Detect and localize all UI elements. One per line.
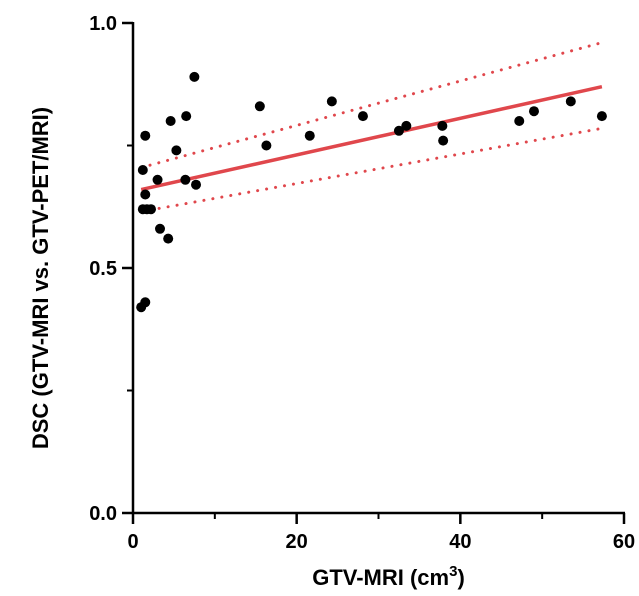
- data-point: [437, 120, 448, 131]
- x-tick-label: 40: [449, 531, 471, 553]
- data-point: [181, 111, 192, 122]
- axes: [131, 22, 625, 515]
- data-point: [140, 297, 151, 308]
- ticks: 0 20 40 60 0.0 0.5 1.0: [89, 13, 635, 553]
- data-point: [155, 223, 166, 234]
- x-axis-title-main: GTV-MRI (cm: [312, 565, 449, 590]
- data-point: [180, 174, 191, 185]
- data-point: [393, 125, 404, 136]
- data-point: [191, 179, 202, 190]
- y-axis-title: DSC (GTV-MRI vs. GTV-PET/MRI): [28, 107, 53, 449]
- data-point: [357, 111, 368, 122]
- x-tick-label: 0: [127, 531, 138, 553]
- x-axis-title-suffix: ): [457, 565, 464, 590]
- y-tick-label: 0.5: [89, 258, 117, 280]
- data-point: [401, 120, 412, 131]
- regression-line: [140, 84, 603, 192]
- x-axis-title-superscript: 3: [449, 563, 457, 580]
- data-point: [146, 204, 157, 215]
- data-points: [136, 71, 607, 313]
- data-point: [165, 116, 176, 126]
- x-axis-title: GTV-MRI (cm3): [312, 563, 465, 590]
- data-point: [326, 96, 337, 107]
- data-point: [438, 135, 449, 146]
- data-point: [565, 96, 576, 107]
- regression-line-group: [140, 84, 603, 192]
- x-tick-label: 20: [286, 531, 308, 553]
- data-point: [137, 165, 148, 175]
- x-tick-label: 60: [613, 531, 635, 553]
- y-tick-label: 0.0: [89, 503, 117, 525]
- data-point: [528, 106, 539, 117]
- data-point: [140, 189, 151, 200]
- data-point: [596, 111, 607, 122]
- data-point: [140, 130, 151, 141]
- data-point: [304, 130, 315, 141]
- confidence-band: [139, 41, 604, 214]
- data-point: [514, 116, 525, 126]
- ci-lower-line: [139, 126, 604, 214]
- data-point: [163, 233, 174, 244]
- ci-upper-line: [139, 41, 604, 170]
- data-point: [171, 145, 182, 156]
- data-point: [189, 71, 200, 82]
- data-point: [254, 101, 265, 112]
- data-point: [261, 140, 272, 151]
- y-tick-label: 1.0: [89, 13, 117, 35]
- data-point: [152, 174, 163, 185]
